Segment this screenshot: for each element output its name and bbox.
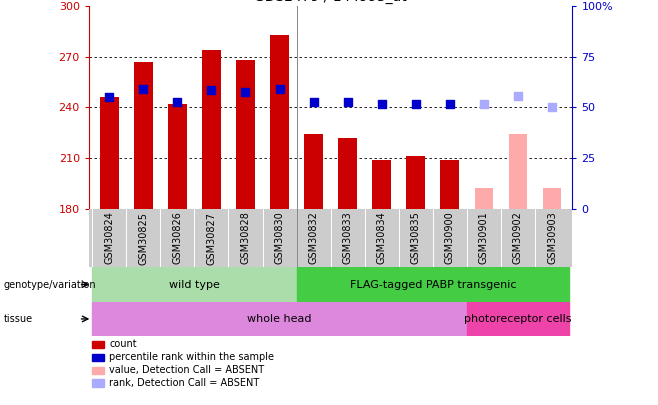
Bar	[543, 188, 561, 209]
Text: GSM30825: GSM30825	[138, 211, 148, 264]
Bar	[270, 35, 289, 209]
Point	[547, 104, 557, 111]
Point	[445, 101, 455, 107]
Text: GSM30834: GSM30834	[377, 211, 387, 264]
Title: GDS2479 / 144993_at: GDS2479 / 144993_at	[254, 0, 407, 4]
Text: photoreceptor cells: photoreceptor cells	[464, 314, 572, 324]
Text: GSM30902: GSM30902	[513, 211, 523, 264]
Bar	[134, 62, 153, 209]
Point	[206, 87, 216, 94]
Point	[411, 101, 421, 107]
Text: GSM30835: GSM30835	[411, 211, 421, 264]
Text: FLAG-tagged PABP transgenic: FLAG-tagged PABP transgenic	[349, 279, 516, 290]
Text: GSM30826: GSM30826	[172, 211, 182, 264]
Bar	[236, 60, 255, 209]
Point	[240, 89, 251, 96]
Point	[376, 101, 387, 107]
Text: GSM30828: GSM30828	[240, 211, 251, 264]
Bar	[168, 104, 187, 209]
Point	[309, 99, 319, 106]
Text: GSM30827: GSM30827	[207, 211, 216, 264]
Text: GSM30824: GSM30824	[104, 211, 114, 264]
Text: count: count	[109, 339, 137, 349]
Text: GSM30900: GSM30900	[445, 211, 455, 264]
Bar	[304, 134, 323, 209]
Point	[172, 99, 183, 106]
Text: GSM30830: GSM30830	[274, 211, 284, 264]
Point	[274, 85, 285, 92]
Text: GSM30833: GSM30833	[343, 211, 353, 264]
Bar	[100, 97, 118, 209]
Bar	[407, 156, 425, 209]
Text: tissue: tissue	[3, 314, 32, 324]
Text: rank, Detection Call = ABSENT: rank, Detection Call = ABSENT	[109, 378, 259, 388]
Text: whole head: whole head	[247, 314, 312, 324]
Text: value, Detection Call = ABSENT: value, Detection Call = ABSENT	[109, 365, 265, 375]
Bar	[297, 267, 569, 302]
Bar	[474, 188, 494, 209]
Bar	[440, 160, 459, 209]
Point	[104, 94, 114, 100]
Text: GSM30832: GSM30832	[309, 211, 318, 264]
Bar	[92, 267, 297, 302]
Bar	[509, 134, 527, 209]
Text: genotype/variation: genotype/variation	[3, 279, 96, 290]
Text: wild type: wild type	[169, 279, 220, 290]
Bar	[338, 138, 357, 209]
Point	[478, 101, 489, 107]
Bar	[467, 302, 569, 336]
Text: percentile rank within the sample: percentile rank within the sample	[109, 352, 274, 362]
Bar	[202, 50, 221, 209]
Bar	[92, 302, 467, 336]
Text: GSM30903: GSM30903	[547, 211, 557, 264]
Point	[513, 92, 523, 99]
Point	[138, 85, 149, 92]
Point	[342, 99, 353, 106]
Text: GSM30901: GSM30901	[479, 211, 489, 264]
Bar	[372, 160, 391, 209]
